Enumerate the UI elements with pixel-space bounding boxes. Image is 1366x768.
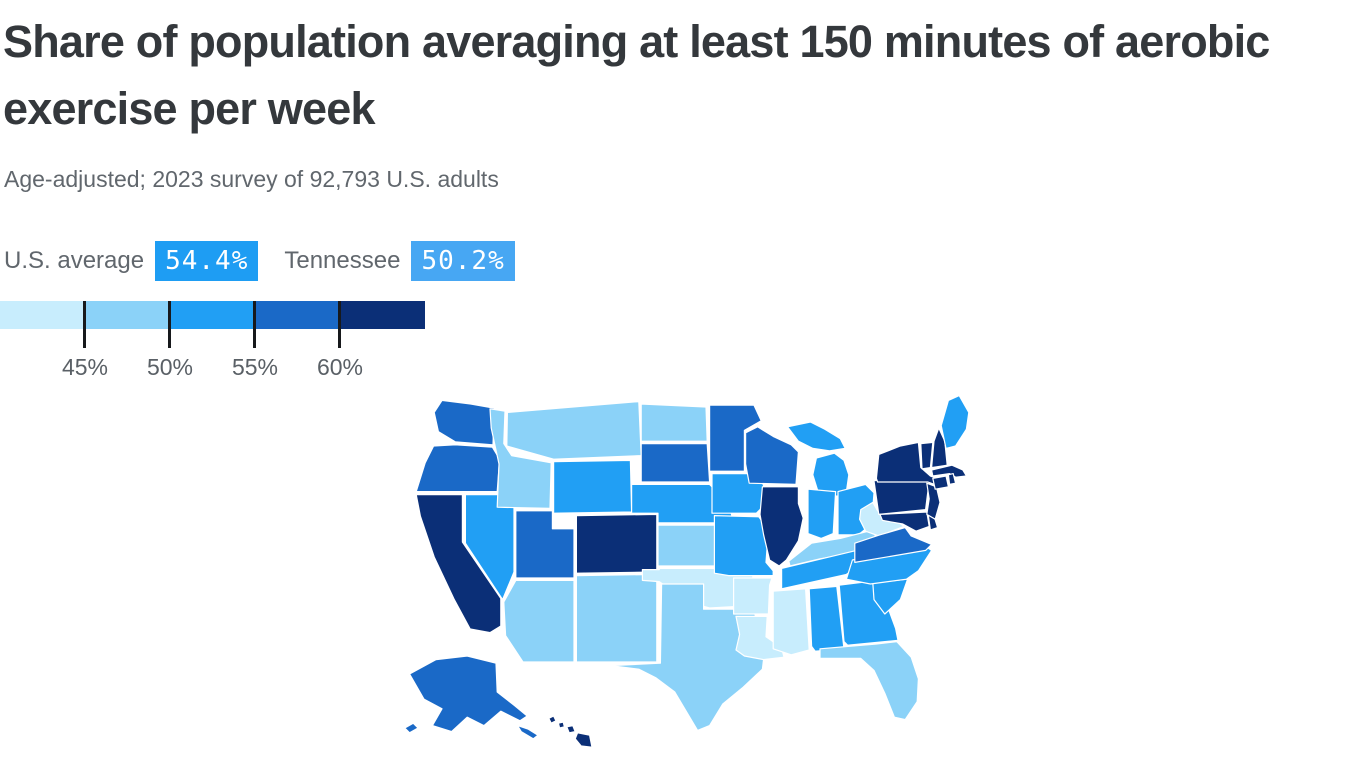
state-vt[interactable]: [920, 441, 934, 470]
state-il[interactable]: [759, 486, 804, 567]
scale-tick-label: 45%: [61, 354, 109, 380]
state-me[interactable]: [940, 395, 970, 449]
state-ct[interactable]: [932, 475, 949, 490]
us-choropleth-map: [404, 395, 970, 748]
scale-segment-b2: [85, 301, 170, 329]
state-mt[interactable]: [506, 401, 642, 460]
state-ak[interactable]: [404, 655, 539, 740]
state-or[interactable]: [415, 444, 501, 493]
scale-tick-label: 55%: [231, 354, 279, 380]
state-ms[interactable]: [772, 588, 810, 656]
state-ny[interactable]: [875, 441, 945, 487]
us-average-label: U.S. average: [4, 247, 145, 274]
us-average-value-badge: 54.4%: [155, 241, 259, 281]
state-in[interactable]: [807, 488, 837, 539]
state-ar[interactable]: [732, 577, 773, 615]
state-ri[interactable]: [947, 473, 957, 485]
state-nm[interactable]: [575, 573, 658, 663]
color-scale: 45% 50% 55% 60%: [0, 301, 425, 380]
state-hi[interactable]: [548, 715, 593, 748]
state-ut[interactable]: [515, 510, 575, 579]
state-wy[interactable]: [553, 459, 633, 514]
scale-segment-b4: [255, 301, 340, 329]
scale-tick: [83, 301, 86, 348]
state-va[interactable]: [854, 527, 933, 563]
scale-segment-b1: [0, 301, 85, 329]
state-sd[interactable]: [640, 443, 711, 483]
tennessee-value-badge: 50.2%: [411, 241, 515, 281]
scale-segment-b5: [340, 301, 425, 329]
state-fl[interactable]: [819, 641, 919, 721]
scale-segment-b3: [170, 301, 255, 329]
scale-tick-label: 60%: [316, 354, 364, 380]
state-ma[interactable]: [931, 464, 967, 478]
state-id[interactable]: [489, 408, 552, 509]
state-nd[interactable]: [640, 403, 708, 442]
state-wi[interactable]: [744, 426, 799, 485]
tennessee-label: Tennessee: [284, 247, 401, 274]
state-la[interactable]: [735, 615, 785, 661]
scale-tick: [168, 301, 171, 348]
scale-tick: [338, 301, 341, 348]
state-al[interactable]: [808, 585, 845, 652]
chart-title: Share of population averaging at least 1…: [3, 16, 1270, 134]
state-co[interactable]: [575, 513, 658, 574]
state-mn[interactable]: [708, 404, 762, 472]
state-ca[interactable]: [415, 494, 502, 634]
scale-tick-label: 50%: [146, 354, 194, 380]
chart-subtitle: Age-adjusted; 2023 survey of 92,793 U.S.…: [4, 166, 499, 192]
legend-callouts: U.S. average 54.4% Tennessee 50.2%: [4, 241, 515, 281]
state-az[interactable]: [503, 579, 575, 663]
state-wa[interactable]: [433, 399, 495, 446]
scale-tick: [253, 301, 256, 348]
